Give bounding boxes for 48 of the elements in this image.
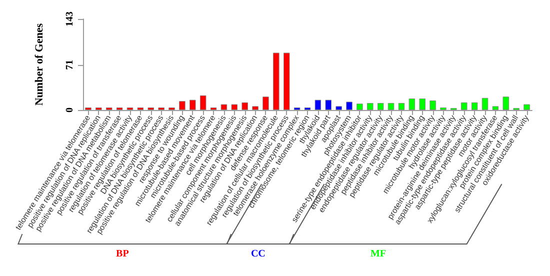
bar xyxy=(388,103,394,110)
y-tick-label: 143 xyxy=(64,12,76,26)
bar xyxy=(158,107,164,110)
bar xyxy=(168,107,175,110)
bar xyxy=(96,107,102,110)
bar xyxy=(346,102,352,110)
bar xyxy=(430,100,436,110)
bar xyxy=(377,103,384,110)
y-axis-title: Number of Genes xyxy=(34,22,46,106)
bar xyxy=(210,107,217,110)
bar xyxy=(408,98,416,110)
bar xyxy=(367,103,374,110)
bar xyxy=(148,107,154,110)
bar xyxy=(524,104,530,110)
bar xyxy=(502,96,510,110)
bar xyxy=(252,106,258,110)
bar xyxy=(283,52,290,110)
bar xyxy=(85,107,92,110)
bar xyxy=(273,52,280,110)
bar xyxy=(460,102,468,110)
bar xyxy=(304,107,311,110)
bar xyxy=(231,104,238,110)
bar xyxy=(106,107,112,110)
bar xyxy=(314,100,322,110)
bar xyxy=(492,106,499,110)
bar xyxy=(336,106,342,110)
bar xyxy=(242,102,248,110)
text: CC xyxy=(250,248,266,260)
bar xyxy=(126,107,134,110)
bar xyxy=(419,98,426,110)
bar xyxy=(356,104,363,110)
bar xyxy=(325,100,332,110)
bar xyxy=(440,107,446,110)
bar xyxy=(262,96,269,110)
text: BP xyxy=(116,248,129,260)
y-tick-label: 0 xyxy=(64,108,76,112)
y-tick-label: 71 xyxy=(64,60,76,70)
bar xyxy=(200,95,206,110)
text: MF xyxy=(370,248,386,260)
bar xyxy=(116,107,123,110)
bar xyxy=(482,98,488,110)
bar xyxy=(294,107,300,110)
bar xyxy=(398,103,405,110)
bar xyxy=(220,104,228,110)
bar xyxy=(179,101,186,110)
bar xyxy=(471,102,478,110)
bar xyxy=(190,100,196,110)
bar xyxy=(137,107,144,110)
